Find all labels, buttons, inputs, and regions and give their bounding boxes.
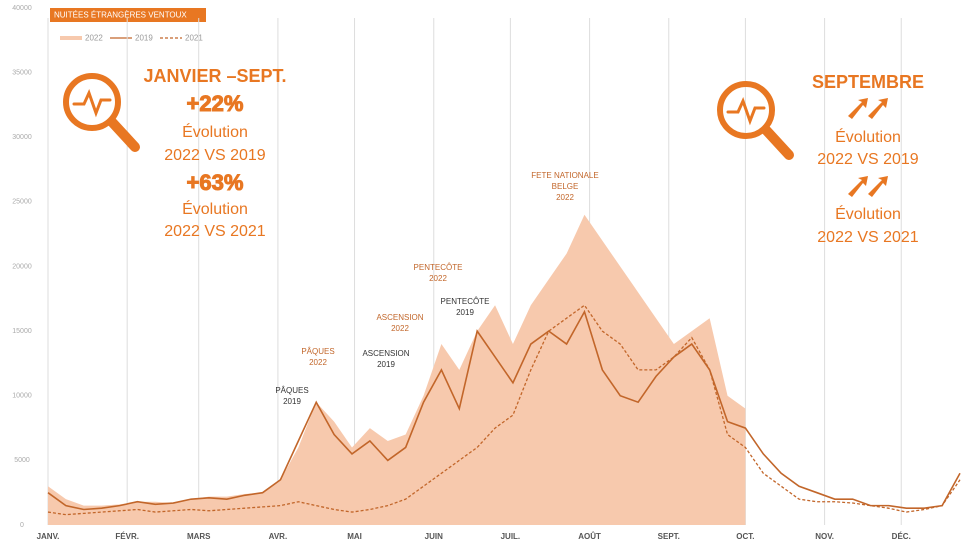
callout-change: +63% [187, 170, 244, 195]
callout-compare: 2022 VS 2021 [164, 223, 266, 240]
title-box [50, 8, 206, 22]
legend-label: 2021 [185, 34, 203, 43]
x-tick-label: JUIL. [501, 532, 521, 541]
callout-compare: 2022 VS 2019 [164, 147, 266, 164]
x-tick-label: MAI [347, 532, 362, 541]
x-tick-label: FÉVR. [115, 532, 139, 541]
annotation: 2022 [429, 274, 447, 283]
callout-label: Évolution [182, 122, 248, 141]
y-tick-label: 10000 [12, 393, 32, 400]
annotation: FETE NATIONALE [531, 171, 598, 180]
callout-compare: 2022 VS 2021 [817, 229, 919, 246]
annotation: ASCENSION [376, 313, 423, 322]
annotation: 2022 [391, 324, 409, 333]
annotation: PENTECÔTE [441, 297, 490, 306]
annotation: 2019 [283, 397, 301, 406]
x-tick-label: MARS [187, 532, 211, 541]
x-tick-label: DÉC. [892, 532, 911, 541]
legend-label: 2019 [135, 34, 153, 43]
annotation: PÂQUES [275, 386, 308, 395]
area [48, 214, 746, 526]
callout-left: JANVIER –SEPT. +22% Évolution 2022 VS 20… [143, 66, 286, 240]
x-tick-label: JANV. [37, 532, 60, 541]
x-tick-label: JUIN [425, 532, 443, 541]
x-tick-label: AVR. [269, 532, 288, 541]
y-tick-label: 15000 [12, 328, 32, 335]
callout-change: +22% [187, 91, 244, 116]
y-tick-label: 5000 [14, 457, 30, 464]
annotation: PENTECÔTE [414, 263, 463, 272]
plot: 0 5000 10000 15000 20000 25000 30000 35000 40000… [12, 5, 961, 541]
annotation: PÂQUES [301, 347, 334, 356]
y-tick-label: 30000 [12, 134, 32, 141]
y-tick-label: 40000 [12, 5, 32, 12]
legend: 2022 2019 2021 [60, 34, 203, 43]
annotation: BELGE [552, 182, 579, 191]
y-tick-label: 20000 [12, 263, 32, 270]
y-tick-label: 0 [20, 522, 24, 529]
callout-compare: 2022 VS 2019 [817, 151, 919, 168]
magnifier-left [63, 73, 140, 152]
x-tick-label: AOÛT [578, 532, 601, 541]
annotation: 2022 [309, 358, 327, 367]
line [47, 309, 961, 511]
annotation: 2022 [556, 193, 574, 202]
callout-label: Évolution [835, 127, 901, 146]
legend-swatch [60, 36, 82, 40]
callout-label: Évolution [835, 204, 901, 223]
callout-period: JANVIER –SEPT. [143, 66, 286, 86]
y-tick-label: 35000 [12, 69, 32, 76]
callout-label: Évolution [182, 199, 248, 218]
line [47, 304, 961, 516]
legend-label: 2022 [85, 34, 103, 43]
callout-period: SEPTEMBRE [812, 72, 924, 92]
callout-right: SEPTEMBRE Évolution 2022 VS 2019 Évoluti… [812, 72, 924, 246]
chart-title: NUITÉES ÉTRANGÈRES VENTOUX [54, 11, 187, 20]
annotation: ASCENSION [362, 349, 409, 358]
annotation: 2019 [377, 360, 395, 369]
x-tick-label: NOV. [815, 532, 834, 541]
trend-arrows [848, 98, 888, 197]
annotation: 2019 [456, 308, 474, 317]
magnifier-right [717, 81, 794, 160]
x-tick-label: OCT. [736, 532, 754, 541]
y-tick-label: 25000 [12, 199, 32, 206]
x-tick-label: SEPT. [658, 532, 680, 541]
